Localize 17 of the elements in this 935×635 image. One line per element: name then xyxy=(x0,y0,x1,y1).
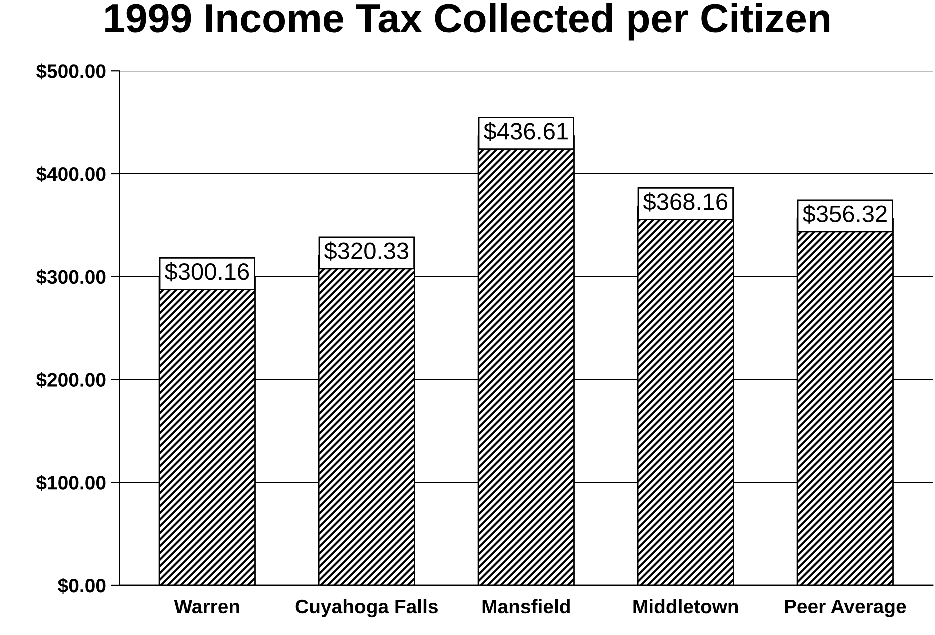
data-label: $300.16 xyxy=(164,262,250,282)
y-tick-label: $400.00 xyxy=(36,166,106,182)
x-tick-label: Peer Average xyxy=(785,600,906,618)
y-tick-label: $500.00 xyxy=(36,64,106,80)
y-tick-label: $0.00 xyxy=(58,578,106,594)
x-tick-label: Cuyahoga Falls xyxy=(296,599,438,618)
data-label: $436.61 xyxy=(484,122,568,142)
x-tick-label: Middletown xyxy=(634,599,738,614)
x-tick-label: Warren xyxy=(174,600,240,614)
data-label: $320.33 xyxy=(324,242,409,261)
x-tick-label: Mansfield xyxy=(482,599,570,614)
data-label: $368.16 xyxy=(643,192,728,212)
chart-title: 1999 Income Tax Collected per Citizen xyxy=(106,3,830,41)
data-label: $356.32 xyxy=(802,204,887,224)
y-tick-label: $100.00 xyxy=(36,475,106,492)
y-tick-label: $200.00 xyxy=(36,372,106,388)
y-tick-label: $300.00 xyxy=(36,269,106,286)
